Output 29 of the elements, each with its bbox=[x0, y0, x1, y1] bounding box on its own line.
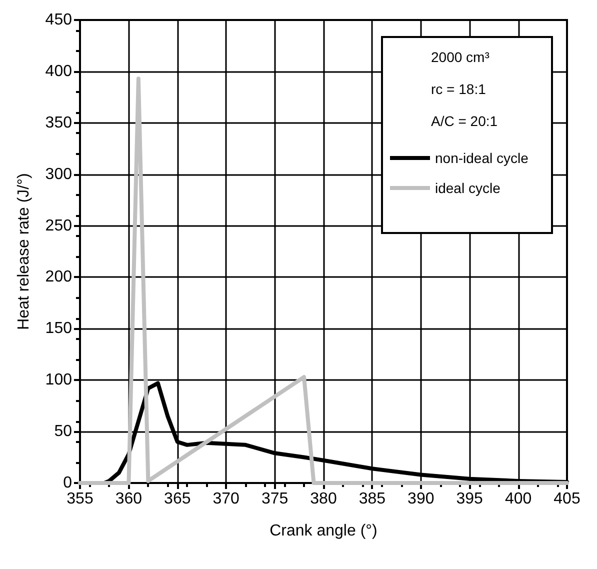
x-tick-label: 360 bbox=[115, 490, 142, 508]
y-tick-label: 400 bbox=[45, 62, 72, 80]
annotation: rc = 18:1 bbox=[431, 81, 486, 97]
x-tick-label: 380 bbox=[310, 490, 337, 508]
legend-label: ideal cycle bbox=[435, 180, 501, 196]
x-tick-label: 375 bbox=[261, 490, 288, 508]
y-tick-label: 100 bbox=[45, 372, 72, 389]
line-series bbox=[78, 76, 569, 485]
x-tick-label: 370 bbox=[212, 490, 240, 508]
y-tick-label: 0 bbox=[63, 474, 72, 492]
x-tick-label: 385 bbox=[358, 490, 386, 508]
y-tick-label: 300 bbox=[45, 166, 72, 183]
y-tick-label: 200 bbox=[45, 268, 72, 286]
y-tick-label: 150 bbox=[45, 320, 72, 338]
x-tick-label: 405 bbox=[554, 490, 580, 508]
y-tick-label: 50 bbox=[54, 423, 72, 440]
y-axis-title: Heat release rate (J/°) bbox=[16, 173, 32, 330]
x-tick-label: 390 bbox=[408, 490, 434, 508]
annotation: A/C = 20:1 bbox=[431, 113, 498, 129]
y-tick-label: 450 bbox=[45, 12, 72, 28]
x-tick-label: 355 bbox=[66, 490, 94, 508]
legend-label: non-ideal cycle bbox=[435, 150, 529, 166]
y-tick-label: 250 bbox=[45, 217, 72, 234]
x-tick-label: 365 bbox=[164, 490, 191, 508]
x-axis-title: Crank angle (°) bbox=[270, 522, 378, 540]
x-tick-label: 400 bbox=[504, 490, 532, 508]
x-tick-label: 395 bbox=[456, 490, 484, 508]
annotation: 2000 cm³ bbox=[431, 49, 490, 65]
y-tick-label: 350 bbox=[45, 114, 72, 132]
